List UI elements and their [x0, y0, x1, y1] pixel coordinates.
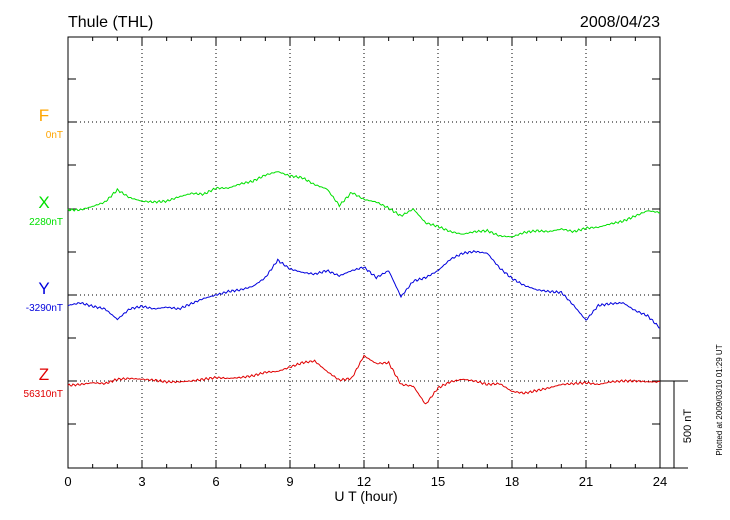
x-tick-label: 3 — [138, 474, 145, 489]
grid-lines — [68, 36, 660, 469]
date-label: 2008/04/23 — [580, 14, 660, 31]
x-tick-label: 15 — [431, 474, 445, 489]
series-line-x — [67, 171, 661, 238]
series-baseline-z: 56310nT — [24, 389, 63, 400]
plotted-timestamp: Plotted at 2009/03/10 01:29 UT — [715, 344, 724, 455]
series-lines — [67, 171, 661, 405]
x-tick-label: 9 — [286, 474, 293, 489]
scale-bar-label: 500 nT — [682, 409, 694, 444]
series-baseline-x: 2280nT — [29, 217, 63, 228]
x-axis-title: U T (hour) — [334, 488, 397, 504]
series-line-y — [67, 250, 661, 329]
x-tick-label: 21 — [579, 474, 593, 489]
series-name-y: Y — [38, 279, 49, 298]
scale-bar: 500 nT — [660, 380, 694, 469]
x-tick-label: 0 — [64, 474, 71, 489]
x-tick-label: 18 — [505, 474, 519, 489]
x-tick-label: 6 — [212, 474, 219, 489]
series-baseline-f: 0nT — [46, 130, 63, 141]
x-axis-ticks: 0 3 6 9 12 15 18 21 24 — [64, 37, 667, 489]
series-name-x: X — [38, 193, 49, 212]
series-labels: F 0nT X 2280nT Y -3290nT Z 56310nT — [24, 106, 63, 400]
series-name-f: F — [39, 106, 49, 125]
x-tick-label: 24 — [653, 474, 667, 489]
series-name-z: Z — [39, 365, 49, 384]
series-line-z — [67, 354, 661, 405]
station-title: Thule (THL) — [68, 14, 153, 31]
series-baseline-y: -3290nT — [26, 303, 63, 314]
x-tick-label: 12 — [357, 474, 371, 489]
